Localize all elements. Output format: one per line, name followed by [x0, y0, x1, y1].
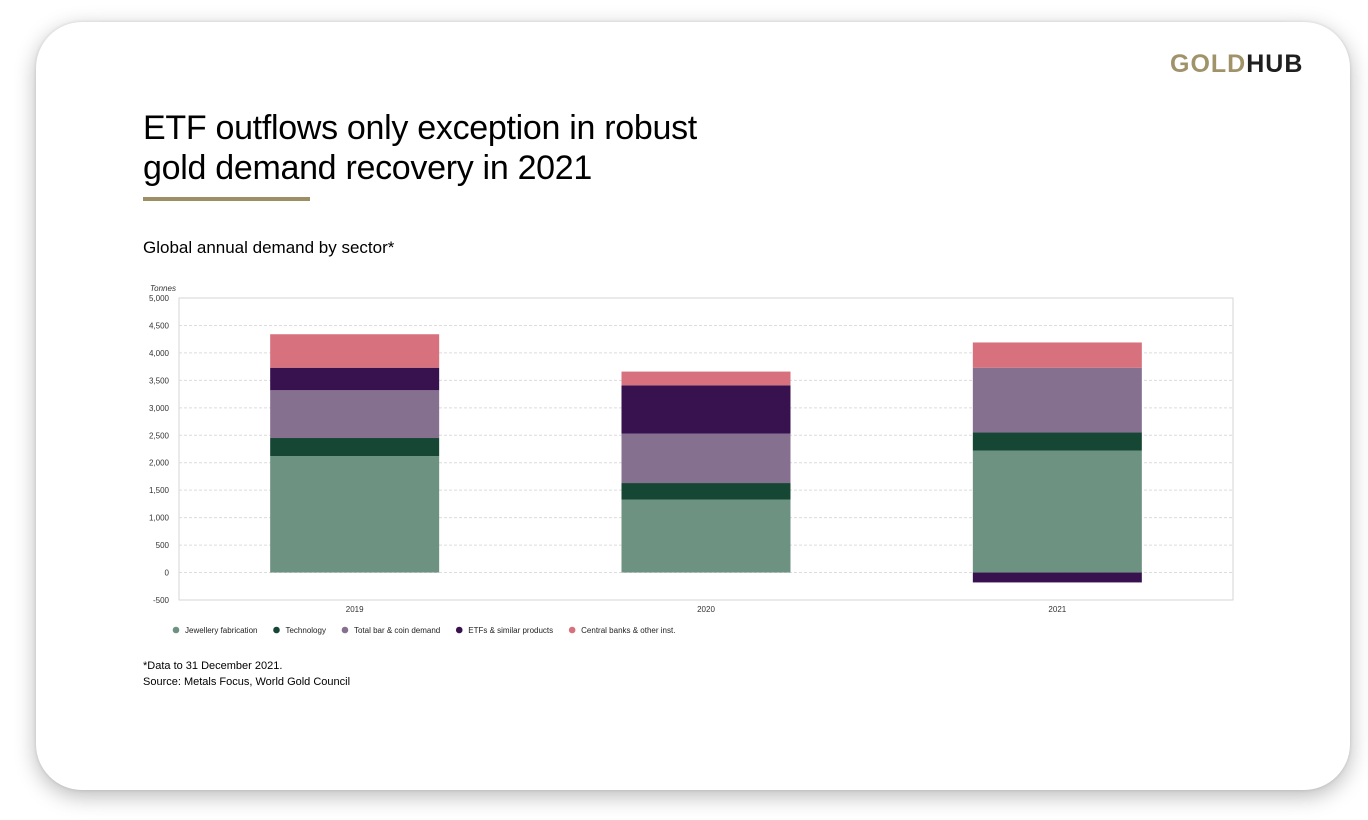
goldhub-logo: GOLDHUB — [1170, 50, 1303, 78]
legend-marker — [568, 626, 576, 634]
y-tick-label: -500 — [153, 596, 170, 605]
bar-segment — [972, 367, 1142, 433]
bar-segment — [621, 433, 791, 484]
legend-label: Central banks & other inst. — [581, 626, 675, 635]
bar-segment — [972, 342, 1142, 368]
y-tick-label: 3,500 — [149, 376, 170, 385]
bar-segment — [270, 367, 440, 391]
x-tick-label: 2021 — [1048, 605, 1066, 614]
plot-frame — [178, 297, 1234, 601]
y-axis-label: Tonnes — [150, 284, 176, 293]
bar-segment — [621, 499, 791, 573]
bar-segment — [621, 371, 791, 386]
bar-segment — [270, 456, 440, 573]
y-tick-label: 4,000 — [149, 349, 170, 358]
logo-hub-text: HUB — [1246, 50, 1304, 78]
bar-segment — [270, 438, 440, 457]
bar-segment — [972, 432, 1142, 451]
legend-label: Technology — [285, 626, 325, 635]
y-tick-label: 4,500 — [149, 321, 170, 330]
y-tick-label: 2,500 — [149, 431, 170, 440]
y-tick-label: 5,000 — [149, 294, 170, 303]
y-tick-label: 0 — [165, 569, 170, 578]
x-tick-label: 2020 — [697, 605, 715, 614]
y-tick-label: 500 — [156, 541, 170, 550]
y-tick-label: 2,000 — [149, 459, 170, 468]
legend-marker — [273, 626, 280, 634]
logo-gold-text: GOLD — [1170, 50, 1247, 78]
data-footnote: *Data to 31 December 2021. — [143, 660, 283, 672]
legend-label: ETFs & similar products — [468, 626, 553, 635]
chart-title: Global annual demand by sector* — [143, 238, 395, 257]
y-tick-label: 1,500 — [149, 486, 170, 495]
bar-segment — [621, 385, 791, 434]
bar-segment — [972, 572, 1142, 583]
source-note: Source: Metals Focus, World Gold Council — [143, 676, 351, 688]
bar-segment — [270, 334, 440, 368]
page-title-line-1: ETF outflows only exception in robust — [143, 109, 697, 147]
y-tick-label: 1,000 — [149, 514, 170, 523]
page-title: ETF outflows only exception in robust go… — [143, 108, 943, 188]
bar-segment — [270, 390, 440, 439]
x-tick-label: 2019 — [346, 605, 364, 614]
y-tick-label: 3,000 — [149, 404, 170, 413]
legend-marker — [341, 626, 349, 634]
legend-marker — [455, 626, 463, 634]
legend-marker — [172, 626, 180, 634]
page-title-line-2: gold demand recovery in 2021 — [143, 149, 593, 187]
legend-label: Jewellery fabrication — [185, 626, 257, 635]
title-underline — [143, 197, 310, 201]
bar-segment — [972, 450, 1142, 573]
legend-label: Total bar & coin demand — [354, 626, 440, 635]
bar-segment — [621, 483, 791, 500]
